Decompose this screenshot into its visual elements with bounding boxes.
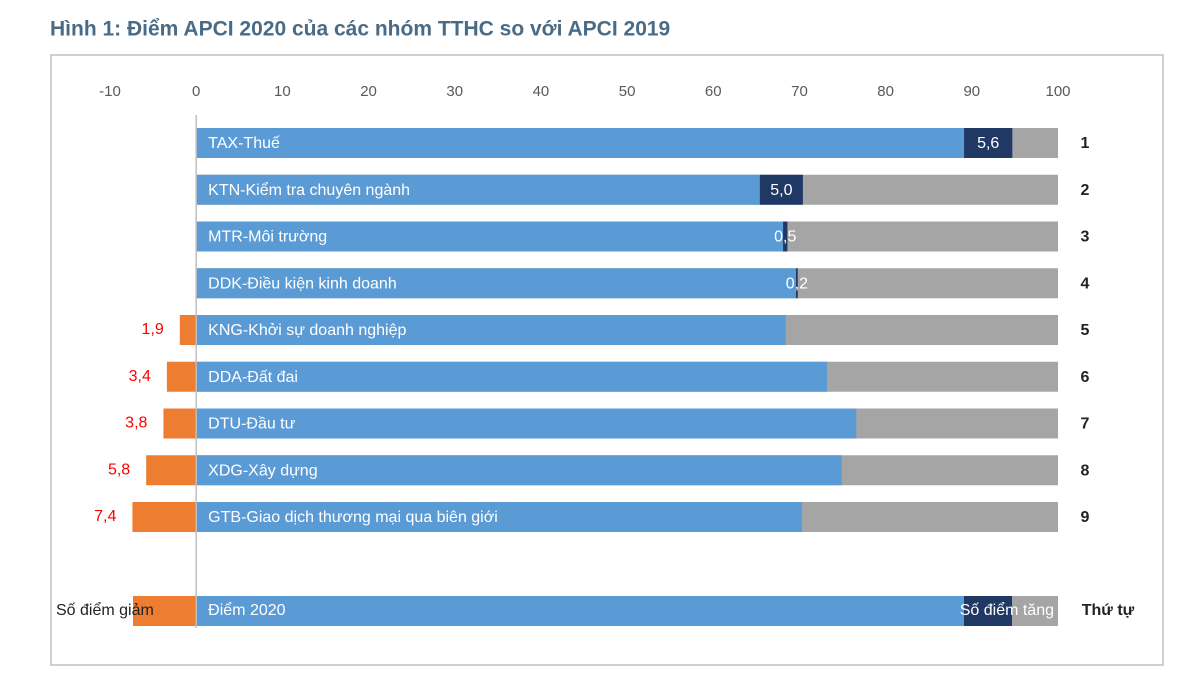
x-tick-label: -10 xyxy=(99,83,121,100)
bar xyxy=(196,455,842,486)
value-label: 5,8 xyxy=(108,461,130,478)
rank-label: 4 xyxy=(1081,275,1090,292)
bar-increase xyxy=(796,268,798,299)
value-label: 7,4 xyxy=(94,508,116,525)
value-label: 0,5 xyxy=(774,229,796,246)
category-label: XDG-Xây dựng xyxy=(208,462,317,479)
value-label: 5,0 xyxy=(770,182,792,199)
category-label: MTR-Môi trường xyxy=(208,229,327,246)
x-tick-label: 0 xyxy=(192,83,200,100)
x-tick-label: 30 xyxy=(446,83,463,100)
rank-header: Thứ tự xyxy=(1082,602,1135,619)
bar xyxy=(196,174,760,205)
rank-label: 8 xyxy=(1081,462,1090,479)
category-label: TAX-Thuế xyxy=(208,135,280,152)
rank-label: 5 xyxy=(1081,322,1090,339)
bar-decrease xyxy=(146,455,197,486)
bar xyxy=(196,221,784,252)
legend-swatch xyxy=(1012,596,1058,626)
bar-decrease xyxy=(163,408,197,439)
rank-label: 9 xyxy=(1081,509,1090,526)
legend-swatch xyxy=(196,596,964,626)
value-label: 1,9 xyxy=(142,321,164,338)
category-label: KTN-Kiểm tra chuyên ngành xyxy=(208,181,410,199)
bar-decrease xyxy=(179,315,197,345)
legend-label: Số điểm giảm xyxy=(56,601,154,619)
plot-frame xyxy=(50,54,1164,666)
bar xyxy=(196,502,803,532)
bar-increase xyxy=(783,221,788,252)
legend-label: Số điểm tăng xyxy=(960,601,1054,619)
legend-swatch xyxy=(133,596,197,626)
category-label: DTU-Đầu tư xyxy=(208,416,295,433)
bar xyxy=(196,408,857,439)
x-tick-label: 50 xyxy=(619,83,636,100)
rank-label: 1 xyxy=(1081,135,1090,152)
x-tick-label: 10 xyxy=(274,83,291,100)
legend-label: Điểm 2020 xyxy=(208,601,285,619)
category-label: DDK-Điều kiện kinh doanh xyxy=(208,275,397,292)
x-tick-label: 80 xyxy=(877,83,894,100)
x-tick-label: 70 xyxy=(791,83,808,100)
rank-label: 2 xyxy=(1081,182,1090,199)
rank-label: 6 xyxy=(1081,369,1090,386)
chart-title: Hình 1: Điểm APCI 2020 của các nhóm TTHC… xyxy=(50,18,670,41)
category-label: GTB-Giao dịch thương mại qua biên giới xyxy=(208,509,498,526)
bar-increase xyxy=(964,128,1013,158)
bar-decrease xyxy=(132,502,197,532)
x-tick-label: 100 xyxy=(1045,83,1070,100)
value-label: 3,4 xyxy=(129,368,151,385)
bar-decrease xyxy=(166,361,197,392)
x-tick-label: 20 xyxy=(360,83,377,100)
x-tick-label: 90 xyxy=(963,83,980,100)
category-label: DDA-Đất đai xyxy=(208,369,298,386)
value-label: 5,6 xyxy=(977,135,999,152)
category-label: KNG-Khởi sự doanh nghiệp xyxy=(208,322,406,339)
bar xyxy=(196,361,828,392)
bar xyxy=(196,315,786,345)
value-label: 3,8 xyxy=(125,415,147,432)
rank-label: 7 xyxy=(1081,416,1090,433)
x-tick-label: 40 xyxy=(533,83,550,100)
value-label: 0,2 xyxy=(786,275,808,292)
x-tick-label: 60 xyxy=(705,83,722,100)
legend-swatch xyxy=(964,596,1012,626)
bar xyxy=(196,268,797,299)
bar-increase xyxy=(759,174,803,205)
rank-label: 3 xyxy=(1081,229,1090,246)
bar xyxy=(196,128,965,158)
